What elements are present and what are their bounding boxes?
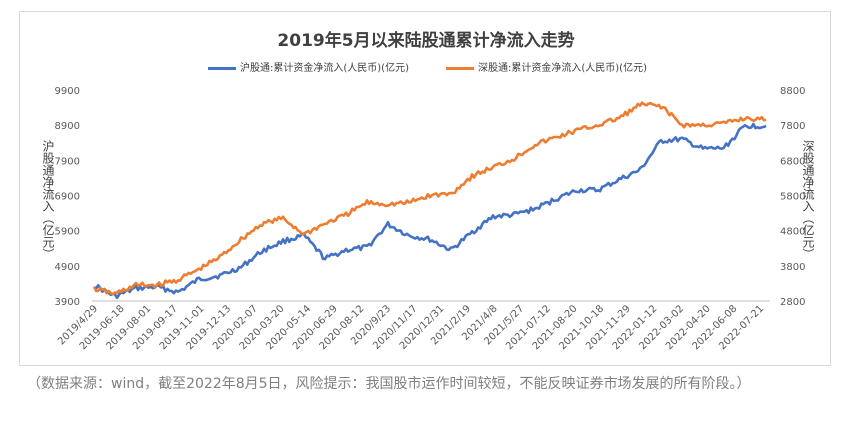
legend-label-shenzhen: 深股通:累计资金净流入(人民币)(亿元): [478, 63, 647, 74]
right-tick-label: 2800: [780, 297, 805, 308]
chart-plot: 3900 4900 5900 6900 7900 8900 9900 2800 3800 4800…: [55, 86, 806, 352]
left-tick-label: 3900: [55, 297, 80, 308]
right-tick-label: 4800: [780, 227, 805, 238]
left-tick-label: 9900: [55, 86, 80, 97]
left-tick-label: 6900: [55, 192, 80, 203]
right-axis-title: 深股通净流入（亿元）: [801, 140, 815, 260]
chart-title: 2019年5月以来陆股通累计净流入走势: [277, 31, 575, 51]
legend-item-shenzhen: 深股通:累计资金净流入(人民币)(亿元): [446, 59, 647, 74]
legend-swatch-shanghai: [208, 66, 236, 70]
left-tick-label: 7900: [55, 156, 80, 167]
left-tick-label: 5900: [55, 227, 80, 238]
chart-frame: 2019年5月以来陆股通累计净流入走势 沪股通:累计资金净流入(人民币)(亿元)…: [19, 11, 831, 366]
right-tick-label: 7800: [780, 121, 805, 132]
series-line-shanghai: [93, 122, 767, 300]
left-tick-label: 8900: [55, 121, 80, 132]
data-source-caption: （数据来源：wind，截至2022年8月5日，风险提示：我国股市运作时间较短，不…: [27, 376, 751, 392]
legend-swatch-shenzhen: [446, 66, 474, 70]
series-line-shenzhen: [92, 101, 767, 296]
right-tick-label: 6800: [780, 156, 805, 167]
right-tick-label: 5800: [780, 192, 805, 203]
right-tick-label: 8800: [780, 86, 805, 97]
left-axis-title: 沪股通净流入（亿元）: [41, 140, 55, 260]
legend-item-shanghai: 沪股通:累计资金净流入(人民币)(亿元): [208, 59, 409, 74]
left-tick-label: 4900: [55, 262, 80, 273]
legend-label-shanghai: 沪股通:累计资金净流入(人民币)(亿元): [240, 63, 409, 74]
right-tick-label: 3800: [780, 262, 805, 273]
